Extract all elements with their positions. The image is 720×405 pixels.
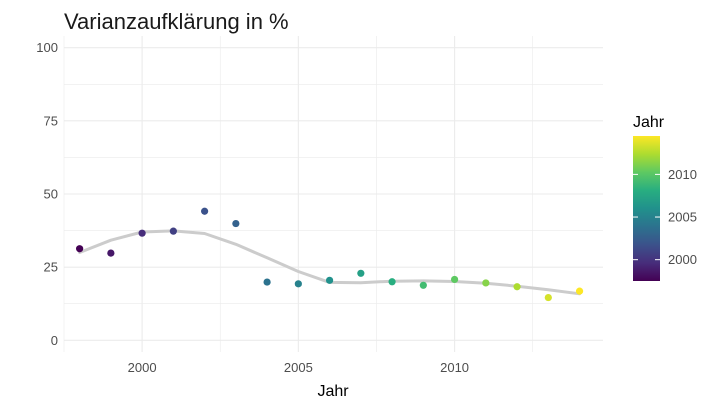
data-point xyxy=(513,283,521,291)
legend-colorbar xyxy=(633,136,660,281)
smooth-line-layer xyxy=(78,229,582,296)
axis-ticks: 0 25 50 75 100 2000 2005 2010 xyxy=(36,40,469,375)
data-point xyxy=(169,227,177,235)
grid xyxy=(63,36,603,352)
data-point xyxy=(450,275,459,284)
data-point xyxy=(357,269,365,277)
data-point xyxy=(232,219,240,228)
chart-title: Varianzaufklärung in % xyxy=(64,9,289,34)
legend-tick-label: 2000 xyxy=(668,252,697,267)
legend: Jahr 2000 2005 2010 xyxy=(633,114,697,281)
data-point xyxy=(325,276,334,284)
x-tick-label: 2000 xyxy=(128,360,157,375)
data-point xyxy=(388,278,396,286)
x-axis-title: Jahr xyxy=(317,383,349,400)
data-point xyxy=(201,207,209,215)
legend-tick-label: 2010 xyxy=(668,167,697,182)
y-tick-label: 0 xyxy=(51,333,58,348)
data-point xyxy=(575,287,584,295)
legend-tick-label: 2005 xyxy=(668,210,697,225)
data-point xyxy=(544,293,552,302)
data-point xyxy=(138,229,146,237)
data-point xyxy=(76,245,84,253)
data-point xyxy=(482,279,490,287)
y-tick-label: 100 xyxy=(36,40,58,55)
data-point xyxy=(294,280,302,288)
legend-title: Jahr xyxy=(633,114,665,131)
data-point xyxy=(107,249,115,257)
legend-ticks: 2000 2005 2010 xyxy=(633,167,697,267)
x-tick-label: 2010 xyxy=(440,360,469,375)
y-tick-label: 25 xyxy=(44,260,58,275)
y-tick-label: 75 xyxy=(44,113,58,128)
data-point xyxy=(263,278,271,286)
data-points xyxy=(76,207,584,302)
smooth-line xyxy=(78,229,582,296)
y-tick-label: 50 xyxy=(44,187,58,202)
x-tick-label: 2005 xyxy=(284,360,313,375)
data-point xyxy=(419,281,427,289)
